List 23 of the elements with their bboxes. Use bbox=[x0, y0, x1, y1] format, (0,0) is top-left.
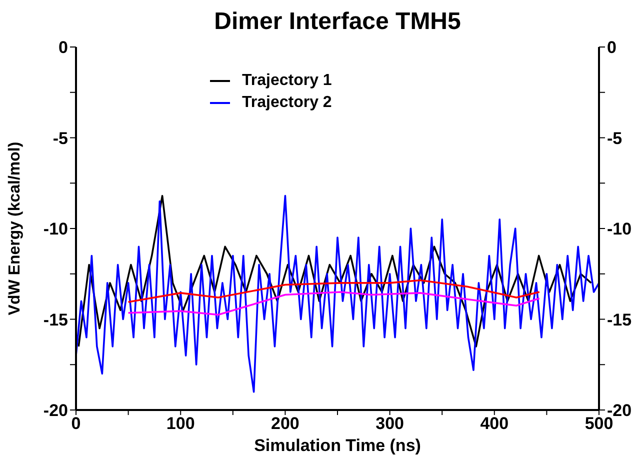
x-tick-label: 500 bbox=[584, 414, 614, 434]
y-tick-label: -5 bbox=[52, 128, 68, 148]
x-tick-label: 0 bbox=[71, 414, 81, 434]
line-series bbox=[127, 291, 540, 316]
y-tick-label: 0 bbox=[58, 38, 68, 58]
x-tick-label: 400 bbox=[480, 414, 509, 434]
y-axis-title: VdW Energy (kcal/mol) bbox=[6, 142, 24, 316]
y-tick-label: -15 bbox=[43, 310, 68, 330]
line-series bbox=[127, 279, 540, 303]
y-tick-label: -20 bbox=[43, 401, 68, 420]
legend-label: Trajectory 1 bbox=[242, 72, 332, 90]
x-tick-label: 300 bbox=[376, 414, 404, 434]
y2-tick-label: -15 bbox=[607, 310, 632, 330]
legend-label: Trajectory 2 bbox=[242, 94, 332, 112]
y2-tick-label: 0 bbox=[607, 38, 616, 58]
y2-tick-label: -5 bbox=[607, 128, 622, 148]
x-axis-title: Simulation Time (ns) bbox=[254, 436, 421, 455]
chart-title: Dimer Interface TMH5 bbox=[213, 8, 462, 36]
line-series bbox=[76, 194, 599, 393]
y-tick-label: -10 bbox=[43, 220, 68, 239]
x-tick-label: 200 bbox=[271, 414, 300, 434]
y2-tick-label: -10 bbox=[607, 220, 632, 239]
x-tick-label: 100 bbox=[166, 414, 195, 434]
